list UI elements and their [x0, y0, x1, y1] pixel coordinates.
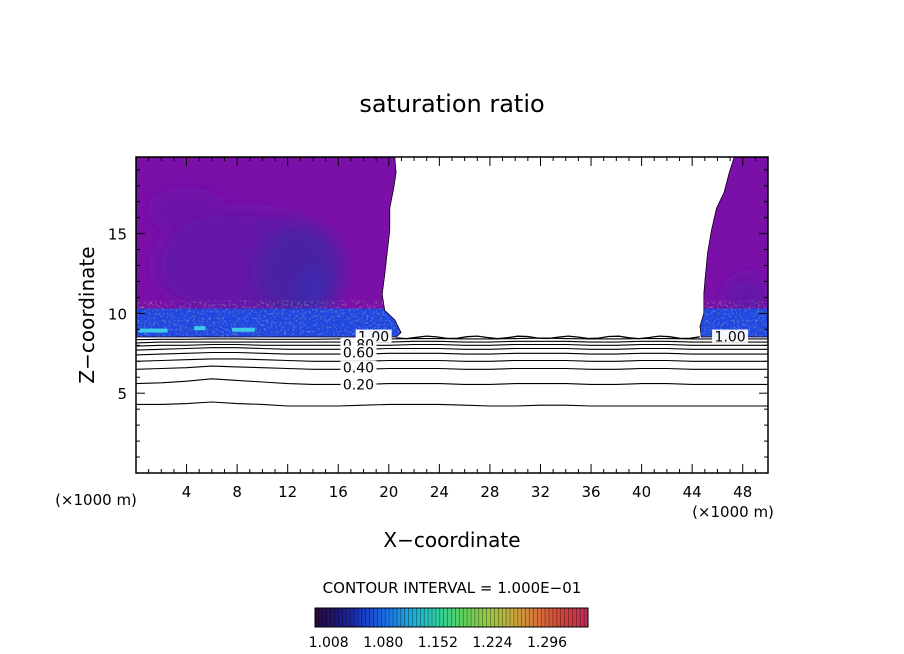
fill-shade: [146, 187, 227, 232]
colorbar-tick-label: 1.008: [309, 635, 349, 651]
contour-label-bg: [712, 329, 749, 343]
x-tick-label: 40: [632, 483, 651, 501]
contour-label: 0.40: [343, 361, 374, 377]
contour-0.8: [136, 340, 768, 344]
contour-label-bg: [340, 360, 377, 374]
x-axis-unit-label: (×1000 m): [692, 503, 774, 521]
axis-ticks: [136, 157, 768, 473]
contour-labels: 1.000.800.600.400.201.00: [340, 329, 749, 393]
colorbar-tick-label: 1.080: [363, 635, 403, 651]
x-tick-label: 8: [232, 483, 242, 501]
contour-0.3: [136, 365, 768, 370]
x-tick-label: 28: [480, 483, 499, 501]
colorbar-tick-label: 1.224: [472, 635, 512, 651]
fill-interior-shading: [146, 187, 345, 321]
fill-speckle: [136, 300, 402, 338]
x-tick-label: 20: [379, 483, 398, 501]
contour-0.4: [136, 358, 768, 362]
colorbar-frame: [314, 607, 589, 628]
x-tick-label: 48: [733, 483, 752, 501]
contour-lines: [136, 335, 768, 407]
y-tick-label: 10: [108, 305, 127, 323]
x-tick-label: 32: [531, 483, 550, 501]
contour-label: 1.00: [714, 330, 745, 346]
fill-cyan-spot: [194, 326, 206, 331]
fill-region-edge: [699, 157, 768, 338]
x-tick-label: 44: [683, 483, 702, 501]
y-tick-label: 15: [108, 226, 127, 244]
x-tick-label: 16: [329, 483, 348, 501]
x-axis-title: X−coordinate: [383, 528, 520, 552]
contour-0.5: [136, 351, 768, 356]
colorbar-tick-labels: 1.008 1.080 1.152 1.224 1.296: [309, 635, 568, 651]
fill-cyan-spot: [232, 327, 255, 332]
contour-interval-note: CONTOUR INTERVAL = 1.000E−01: [323, 579, 582, 597]
supersaturation-fills: [136, 157, 768, 338]
contour-label-bg: [340, 345, 377, 359]
colorbar-stripes: [318, 608, 585, 627]
contour-1.00: [396, 335, 700, 340]
x-tick-label: 12: [278, 483, 297, 501]
colorbar-tick-label: 1.296: [527, 635, 567, 651]
contour-label: 0.60: [343, 346, 374, 362]
contour-0.1: [136, 401, 768, 407]
x-tick-label: 24: [430, 483, 449, 501]
y-axis-title: Z−coordinate: [75, 246, 99, 383]
colorbar: 1.008 1.080 1.152 1.224 1.296: [309, 607, 589, 651]
fill-region-left: [136, 157, 402, 338]
y-axis-unit-label: (×1000 m): [55, 491, 137, 509]
fill-cyan-spot: [138, 328, 168, 333]
contour-label-bg: [340, 377, 377, 391]
contour-0.2: [136, 378, 768, 385]
contour-label: 0.20: [343, 377, 374, 393]
contour-0.7: [136, 343, 768, 347]
contour-0.6: [136, 347, 768, 351]
x-tick-label: 4: [182, 483, 192, 501]
y-tick-label: 5: [117, 385, 127, 403]
chart-title: saturation ratio: [359, 90, 544, 118]
plot-area: [136, 157, 768, 407]
colorbar-tick-label: 1.152: [418, 635, 458, 651]
x-tick-label: 36: [581, 483, 600, 501]
fill-region-edge: [136, 157, 402, 338]
